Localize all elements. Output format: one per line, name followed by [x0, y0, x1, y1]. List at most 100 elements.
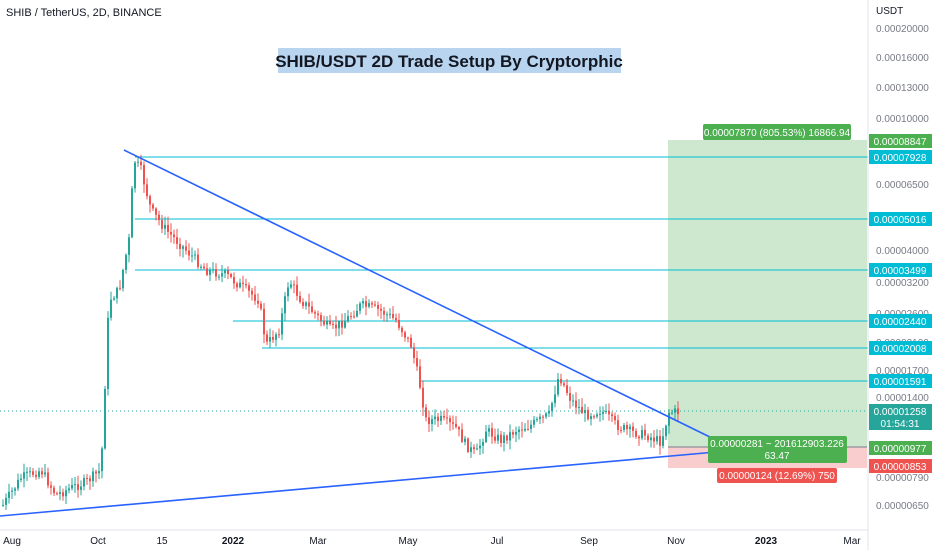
- candle-body: [5, 497, 7, 505]
- candle-body: [119, 287, 121, 289]
- candle-body: [161, 220, 163, 229]
- candle-body: [404, 332, 406, 338]
- candle-body: [167, 224, 169, 232]
- time-axis-labels: Aug Oct 15 2022 Mar May Jul Sep Nov 2023 Mar: [3, 536, 861, 547]
- candle-body: [557, 379, 559, 395]
- candle-body: [305, 302, 307, 306]
- candle-body: [566, 385, 568, 394]
- candle-body: [470, 447, 472, 452]
- candle-body: [611, 414, 613, 417]
- candle-body: [530, 424, 532, 429]
- price-tick-label: 0.00006500: [876, 180, 929, 191]
- price-badge-text: 0.00008847: [874, 137, 927, 148]
- price-tick-label: 0.00010000: [876, 114, 929, 125]
- candle-body: [344, 321, 346, 328]
- candle-body: [236, 283, 238, 288]
- entry-label: 0.00000281 ~ 201612903.226 63.47: [708, 436, 847, 463]
- time-axis-label: Oct: [90, 536, 106, 547]
- candle-body: [362, 301, 364, 304]
- candle-body: [431, 419, 433, 425]
- candle-body: [149, 196, 151, 205]
- trendline-ascending-support[interactable]: [0, 451, 717, 517]
- candle-body: [251, 290, 253, 295]
- price-tick-label: 0.00001400: [876, 393, 929, 404]
- entry-label-line1: 0.00000281 ~ 201612903.226: [710, 439, 844, 450]
- candle-body: [323, 320, 325, 325]
- candle-body: [107, 317, 109, 389]
- candle-body: [398, 319, 400, 328]
- candle-body: [242, 282, 244, 285]
- candle-body: [281, 313, 283, 335]
- candle-body: [44, 472, 46, 475]
- candle-body: [188, 250, 190, 256]
- candle-body: [464, 438, 466, 442]
- candle-body: [182, 246, 184, 249]
- candle-body: [461, 429, 463, 442]
- candle-body: [407, 337, 409, 339]
- candle-body: [659, 436, 661, 446]
- candle-body: [425, 407, 427, 418]
- candle-body: [419, 366, 421, 388]
- candle-body: [92, 471, 94, 482]
- candle-body: [536, 419, 538, 421]
- candle-body: [632, 426, 634, 431]
- candle-body: [545, 413, 547, 417]
- candle-body: [638, 436, 640, 439]
- candle-body: [572, 400, 574, 402]
- candle-body: [551, 403, 553, 411]
- price-tick-label: 0.00000650: [876, 501, 929, 512]
- candle-body: [584, 409, 586, 414]
- candle-body: [635, 430, 637, 437]
- candle-body: [515, 432, 517, 435]
- candle-body: [50, 485, 52, 488]
- candle-body: [35, 474, 37, 477]
- candle-body: [257, 300, 259, 304]
- candle-body: [158, 214, 160, 221]
- candle-body: [386, 314, 388, 316]
- entry-label-line2: 63.47: [764, 451, 789, 462]
- candle-body: [329, 321, 331, 325]
- candle-body: [377, 305, 379, 309]
- candle-body: [581, 406, 583, 414]
- candle-body: [452, 422, 454, 424]
- candle-body: [152, 204, 154, 209]
- time-axis-label: Mar: [843, 536, 861, 547]
- candle-body: [59, 492, 61, 495]
- candle-body: [77, 484, 79, 490]
- candle-body: [311, 306, 313, 313]
- candle-body: [563, 383, 565, 386]
- time-axis-label: 2023: [755, 536, 778, 547]
- candle-body: [371, 303, 373, 305]
- candles: [2, 154, 679, 510]
- candle-body: [113, 298, 115, 300]
- target-label: 0.00007870 (805.53%) 16866.94: [703, 124, 851, 140]
- time-axis-label: 2022: [222, 536, 245, 547]
- candle-body: [248, 285, 250, 291]
- candle-body: [488, 428, 490, 432]
- candle-body: [665, 425, 667, 437]
- candle-body: [596, 414, 598, 417]
- candle-body: [125, 254, 127, 270]
- candle-body: [191, 255, 193, 257]
- price-badge-text: 0.00000853: [874, 462, 927, 473]
- level-price-badge: [869, 263, 932, 277]
- price-badge: [869, 404, 932, 430]
- candle-body: [260, 303, 262, 309]
- candle-body: [653, 437, 655, 442]
- candle-body: [134, 162, 136, 189]
- candle-body: [194, 254, 196, 256]
- candle-body: [575, 400, 577, 408]
- time-axis-label: May: [399, 536, 418, 547]
- candle-body: [599, 413, 601, 415]
- candle-body: [647, 435, 649, 441]
- price-tick-label: 0.00016000: [876, 53, 929, 64]
- candle-body: [275, 334, 277, 340]
- candle-body: [389, 314, 391, 316]
- time-axis-label: Aug: [3, 536, 21, 547]
- trendline-descending-resistance[interactable]: [123, 149, 717, 441]
- candle-body: [677, 408, 679, 415]
- candle-body: [284, 296, 286, 314]
- candle-body: [83, 478, 85, 487]
- candle-body: [164, 224, 166, 229]
